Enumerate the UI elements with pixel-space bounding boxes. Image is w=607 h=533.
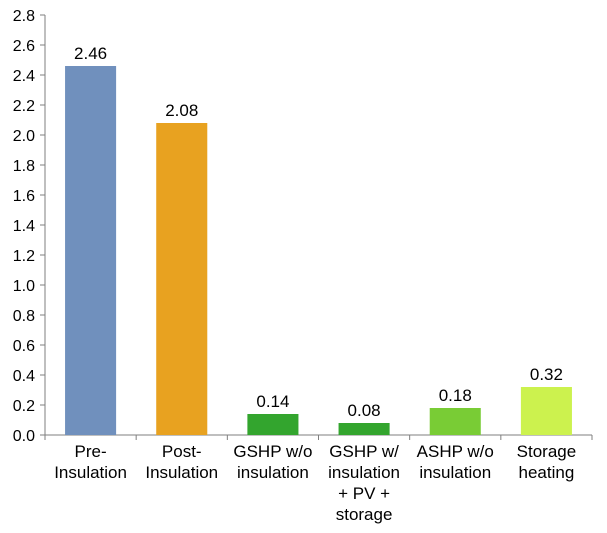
bar-value-label: 2.46 (74, 44, 107, 63)
bar-value-label: 0.08 (348, 401, 381, 420)
category-label-line: GSHP w/ (329, 442, 399, 461)
value-labels: 2.46 2.08 0.14 0.08 0.18 0.32 (74, 44, 563, 420)
bar-value-label: 0.32 (530, 365, 563, 384)
category-label: Post- Insulation (145, 442, 218, 482)
bar (429, 408, 481, 435)
y-tick-label: 1.8 (13, 158, 35, 175)
y-tick-label: 0.2 (13, 398, 35, 415)
category-label: GSHP w/insulation + PV + storage (328, 442, 400, 524)
category-label-line: storage (336, 505, 393, 524)
bar (338, 423, 390, 435)
y-tick-label: 1.6 (13, 188, 35, 205)
y-tick-label: 2.4 (13, 68, 35, 85)
y-tick-label: 0.8 (13, 308, 35, 325)
bar (65, 66, 117, 435)
y-axis-ticks: 0.0 0.2 0.4 0.6 0.8 1.0 1.2 1.4 1.6 1.8 2.0 2.2 2.4 2… (13, 8, 45, 445)
bar (520, 387, 572, 435)
category-label-line: Pre- (75, 442, 107, 461)
bar (156, 123, 208, 435)
category-label-line: Storage (517, 442, 577, 461)
bar (247, 414, 299, 435)
category-label-line: Insulation (54, 463, 127, 482)
category-label-line: GSHP w/o (233, 442, 312, 461)
y-tick-label: 2.6 (13, 38, 35, 55)
axes (44, 15, 593, 440)
category-label-line: insulation (237, 463, 309, 482)
y-tick-label: 1.4 (13, 218, 35, 235)
bars (65, 66, 572, 435)
bar-value-label: 2.08 (165, 101, 198, 120)
category-label: ASHP w/o insulation (417, 442, 494, 482)
y-tick-label: 0.6 (13, 338, 35, 355)
category-label-line: Post- (162, 442, 202, 461)
category-label-line: insulation (419, 463, 491, 482)
category-label-line: + PV + (338, 484, 390, 503)
y-tick-label: 2.2 (13, 98, 35, 115)
category-label: Pre- Insulation (54, 442, 127, 482)
category-label: Storage heating (517, 442, 577, 482)
y-tick-label: 2.0 (13, 128, 35, 145)
category-label-line: heating (519, 463, 575, 482)
y-tick-label: 2.8 (13, 8, 35, 25)
category-label-line: insulation (328, 463, 400, 482)
bar-value-label: 0.14 (256, 392, 289, 411)
category-label-line: ASHP w/o (417, 442, 494, 461)
y-tick-label: 1.0 (13, 278, 35, 295)
x-axis-categories: Pre- Insulation Post- Insulation GSHP w/o ins… (54, 442, 576, 524)
category-label: GSHP w/o insulation (233, 442, 312, 482)
bar-value-label: 0.18 (439, 386, 472, 405)
y-tick-label: 0.4 (13, 368, 35, 385)
category-label-line: Insulation (145, 463, 218, 482)
y-tick-label: 0.0 (13, 428, 35, 445)
y-tick-label: 1.2 (13, 248, 35, 265)
